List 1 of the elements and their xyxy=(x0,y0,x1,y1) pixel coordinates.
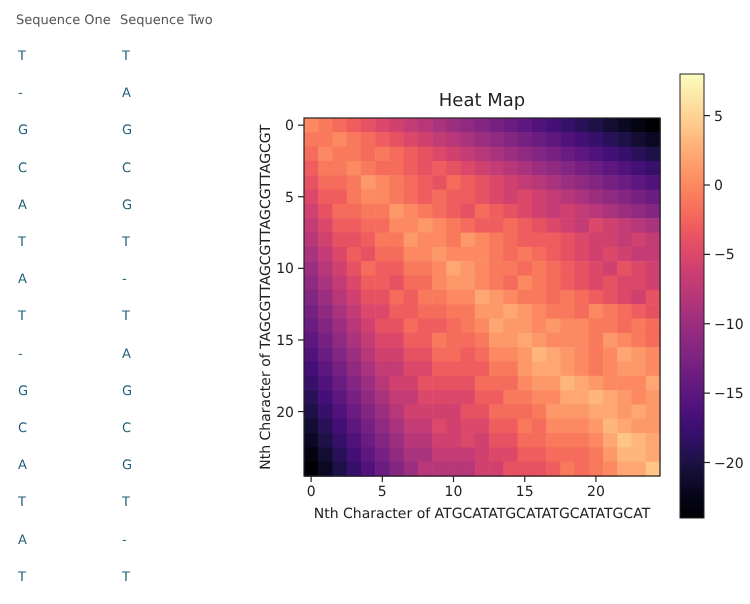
chart-title: Heat Map xyxy=(438,92,526,112)
